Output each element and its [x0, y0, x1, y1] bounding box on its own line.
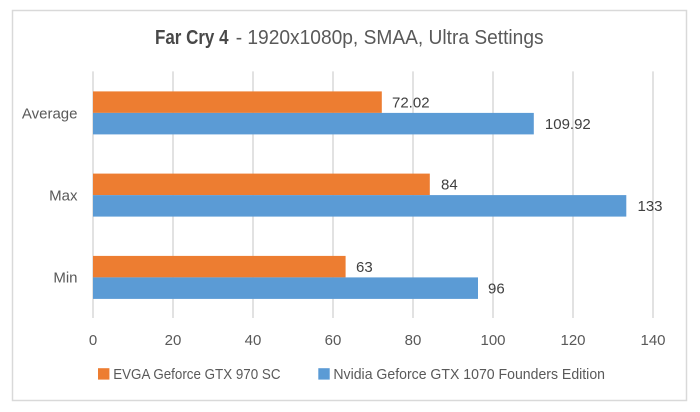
svg-text:Min: Min — [53, 270, 77, 287]
svg-text:EVGA Geforce GTX 970 SC: EVGA Geforce GTX 970 SC — [113, 366, 280, 383]
svg-text:0: 0 — [89, 332, 97, 349]
svg-text:20: 20 — [165, 332, 182, 349]
svg-text:80: 80 — [405, 332, 422, 349]
svg-text:Average: Average — [22, 106, 78, 123]
svg-text:63: 63 — [356, 259, 373, 276]
svg-text:Far Cry 4: Far Cry 4 — [155, 27, 229, 49]
svg-text:96: 96 — [488, 281, 505, 298]
svg-text:133: 133 — [638, 198, 663, 215]
svg-text:- 1920x1080p, SMAA, Ultra Sett: - 1920x1080p, SMAA, Ultra Settings — [236, 27, 544, 49]
svg-text:100: 100 — [480, 332, 505, 349]
svg-text:60: 60 — [325, 332, 342, 349]
svg-text:109.92: 109.92 — [545, 116, 591, 133]
svg-text:84: 84 — [441, 177, 458, 194]
svg-text:140: 140 — [640, 332, 665, 349]
svg-text:72.02: 72.02 — [392, 95, 430, 112]
svg-text:Max: Max — [49, 188, 78, 205]
svg-text:120: 120 — [560, 332, 585, 349]
svg-text:40: 40 — [245, 332, 262, 349]
svg-text:Nvidia Geforce GTX 1070 Founde: Nvidia Geforce GTX 1070 Founders Edition — [333, 366, 605, 383]
